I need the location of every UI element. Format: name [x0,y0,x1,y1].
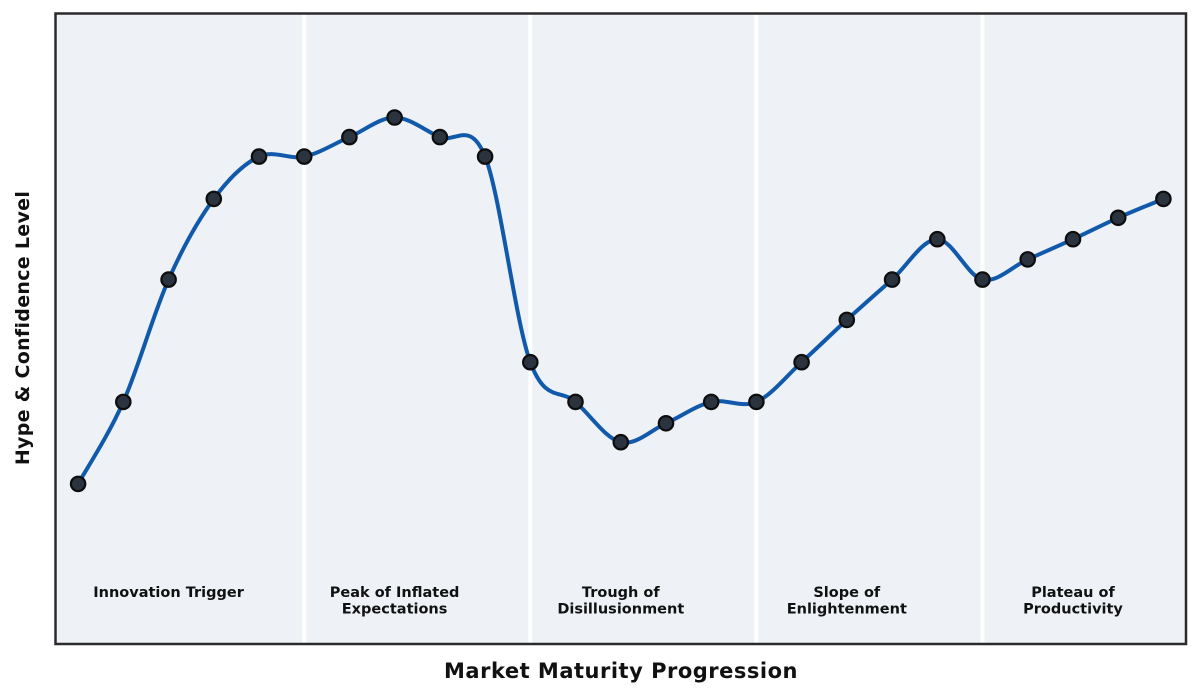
data-point-6 [341,128,358,146]
data-point-4 [250,148,268,165]
data-point-7 [386,109,403,126]
data-point-19 [928,230,946,248]
data-point-16 [793,353,810,371]
data-point-14 [702,393,720,411]
plot-border [54,12,1188,646]
data-point-3 [205,190,223,208]
data-point-2 [160,271,177,288]
data-point-24 [1155,190,1172,208]
y-axis-label: Hype & Confidence Level [12,190,34,466]
plot-background [55,13,1186,644]
data-point-12 [612,433,630,451]
phase-label-2: Peak of Inflated Expectations [330,585,460,618]
data-point-0 [69,475,87,493]
data-point-9 [476,148,494,165]
data-point-11 [567,393,584,411]
data-point-21 [1019,251,1036,268]
data-point-17 [838,311,856,329]
data-point-10 [521,353,539,371]
data-point-13 [657,414,675,432]
phase-label-3: Trough of Disillusionment [557,585,684,618]
data-point-5 [295,148,313,165]
phase-label-5: Plateau of Productivity [1023,585,1123,618]
data-point-1 [115,393,132,411]
x-axis-label: Market Maturity Progression [444,659,798,683]
data-point-23 [1109,209,1127,227]
data-point-15 [748,393,765,411]
phase-label-1: Innovation Trigger [93,585,244,601]
data-point-22 [1064,230,1082,248]
data-point-20 [974,271,991,288]
data-point-18 [883,271,901,288]
phase-label-4: Slope of Enlightenment [787,585,907,618]
data-point-8 [431,128,449,146]
